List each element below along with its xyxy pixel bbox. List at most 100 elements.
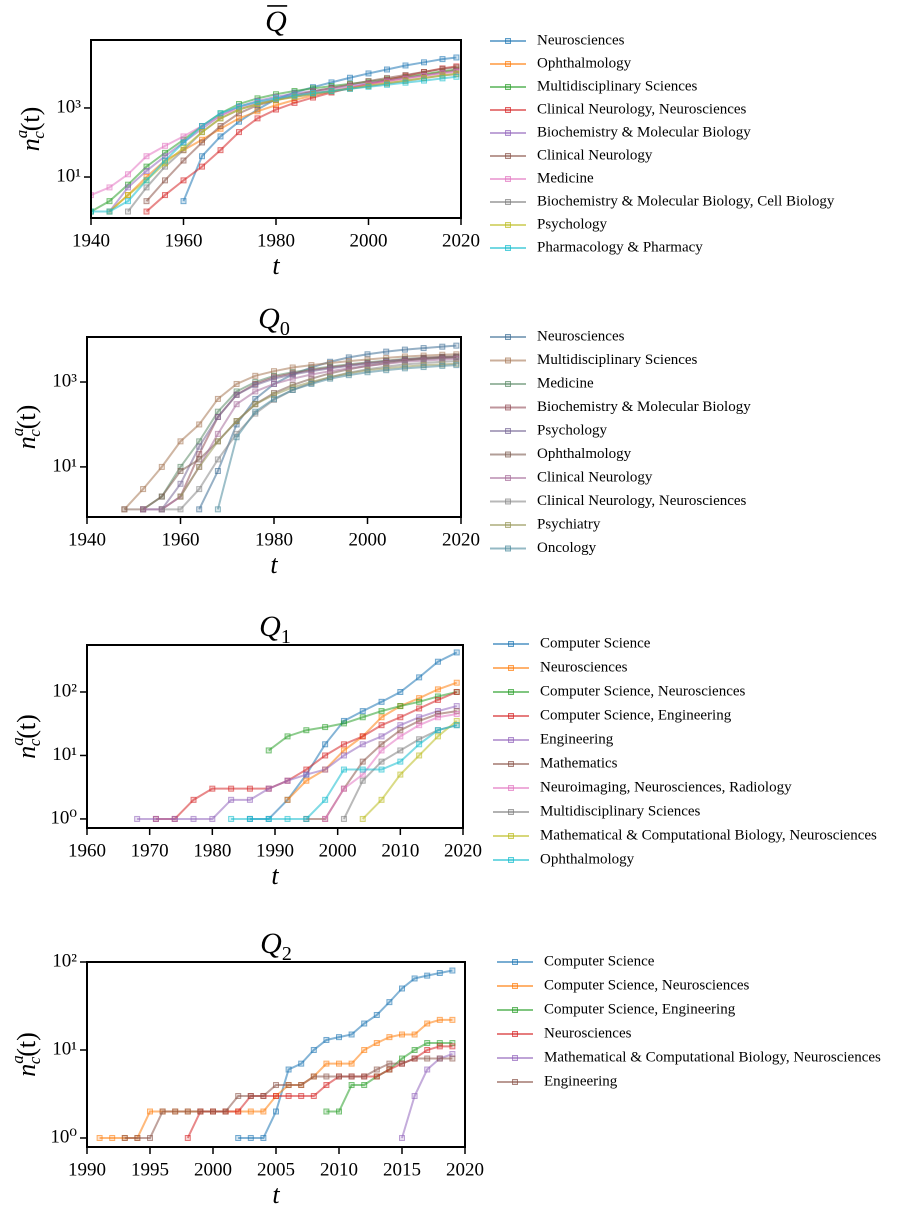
legend-marker xyxy=(505,475,511,481)
series-line xyxy=(143,357,457,511)
chart-title: Q xyxy=(265,5,287,38)
point-marker xyxy=(303,771,310,778)
legend-marker xyxy=(505,176,511,182)
point-marker xyxy=(397,727,404,734)
x-tick-label: 2020 xyxy=(444,840,482,861)
x-tick-label: 2010 xyxy=(381,840,419,861)
point-marker xyxy=(289,375,296,382)
point-marker xyxy=(252,401,259,408)
point-marker xyxy=(143,184,150,191)
ticks: 1990 1995 2000 2005 2010 2015 2020 10⁰ 10¹ 10² xyxy=(50,950,484,1180)
point-marker xyxy=(180,144,187,151)
point-marker xyxy=(260,1108,267,1115)
legend-label: Clinical Neurology xyxy=(537,147,653,163)
point-marker xyxy=(434,696,441,703)
point-marker xyxy=(158,506,165,513)
legend-marker xyxy=(505,245,511,251)
plot-area xyxy=(91,54,460,215)
point-marker xyxy=(439,75,446,82)
point-marker xyxy=(328,79,335,86)
point-marker xyxy=(252,388,259,395)
point-marker xyxy=(271,391,277,398)
legend-label: Clinical Neurology xyxy=(537,469,653,485)
point-marker xyxy=(402,79,409,86)
legend-label: Computer Science, Neurosciences xyxy=(544,977,750,993)
subplot: Q1 1960 1970 1980 1990 2000 2010 2020 10⁰ 10¹ 10² t… xyxy=(8,610,877,890)
point-marker xyxy=(434,727,441,734)
point-marker xyxy=(416,736,423,743)
y-label-sup: a xyxy=(8,428,27,437)
point-marker xyxy=(340,752,347,759)
point-marker xyxy=(424,972,431,979)
point-marker xyxy=(453,649,460,656)
point-marker xyxy=(453,711,460,718)
point-marker xyxy=(348,1082,355,1089)
point-marker xyxy=(424,1066,431,1073)
legend-marker xyxy=(512,1079,518,1085)
point-marker xyxy=(199,123,205,130)
y-label-text: n xyxy=(12,746,41,759)
point-marker xyxy=(233,418,240,425)
point-marker xyxy=(109,1134,116,1141)
legend-label: Computer Science xyxy=(540,635,651,651)
point-marker xyxy=(336,1108,342,1115)
point-marker xyxy=(236,115,242,122)
point-marker xyxy=(228,796,235,803)
point-marker xyxy=(196,506,203,513)
point-marker xyxy=(134,1134,141,1141)
point-marker xyxy=(345,354,352,361)
point-marker xyxy=(285,1093,292,1100)
point-marker xyxy=(378,741,385,748)
x-tick-label: 1940 xyxy=(68,529,106,550)
point-marker xyxy=(217,123,224,130)
point-marker xyxy=(416,695,423,702)
legend-label: Mathematical & Computational Biology, Ne… xyxy=(544,1049,881,1065)
point-marker xyxy=(310,1046,317,1053)
series-line xyxy=(108,69,457,213)
point-marker xyxy=(359,758,366,765)
point-marker xyxy=(247,1134,254,1141)
point-marker xyxy=(411,1046,418,1053)
point-marker xyxy=(196,486,203,493)
point-marker xyxy=(439,343,446,350)
axes-frame xyxy=(86,644,464,829)
point-marker xyxy=(121,1134,128,1141)
point-marker xyxy=(434,658,441,665)
point-marker xyxy=(322,815,329,822)
point-marker xyxy=(199,163,205,170)
series-line xyxy=(362,720,458,820)
x-tick-label: 2015 xyxy=(383,1159,421,1180)
point-marker xyxy=(378,708,385,715)
point-marker xyxy=(453,703,460,710)
point-marker xyxy=(91,208,94,215)
point-marker xyxy=(147,1134,153,1141)
point-marker xyxy=(416,714,423,721)
point-marker xyxy=(273,95,279,102)
point-marker xyxy=(289,386,296,393)
x-tick-label: 2010 xyxy=(320,1159,358,1180)
point-marker xyxy=(416,674,423,681)
point-marker xyxy=(303,766,310,773)
point-marker xyxy=(217,147,224,154)
point-marker xyxy=(416,741,423,748)
point-marker xyxy=(383,367,390,374)
legend-marker xyxy=(508,785,514,791)
point-marker xyxy=(373,1040,380,1047)
point-marker xyxy=(361,1073,368,1080)
y-tick-label: 10¹ xyxy=(56,165,81,186)
point-marker xyxy=(125,198,131,205)
y-tick-label: 10³ xyxy=(56,96,81,117)
legend-label: Computer Science, Neurosciences xyxy=(540,683,746,699)
point-marker xyxy=(397,747,404,754)
point-marker xyxy=(271,395,277,402)
legend-marker xyxy=(505,522,511,528)
point-marker xyxy=(416,698,423,705)
point-marker xyxy=(378,796,385,803)
legend-label: Clinical Neurology, Neurosciences xyxy=(537,101,747,117)
y-axis-label: nac(t) xyxy=(8,1032,44,1077)
legend-marker xyxy=(505,451,511,458)
legend-label: Multidisciplinary Sciences xyxy=(540,803,701,819)
legend-label: Pharmacology & Pharmacy xyxy=(537,239,703,255)
legend-label: Psychology xyxy=(537,216,608,232)
